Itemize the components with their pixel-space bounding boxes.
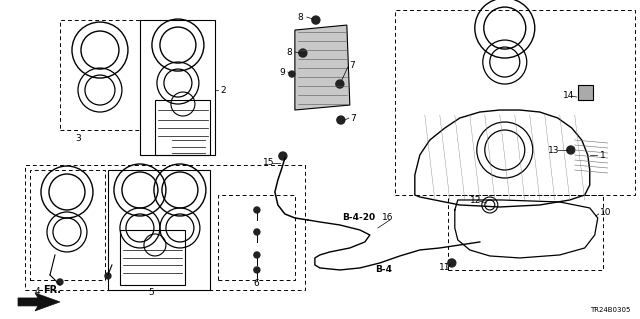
- Circle shape: [567, 146, 575, 154]
- Polygon shape: [295, 25, 350, 110]
- Text: 15: 15: [263, 159, 275, 167]
- Text: 1: 1: [600, 151, 605, 160]
- Bar: [120, 230, 185, 285]
- Circle shape: [254, 229, 260, 235]
- Text: 4: 4: [35, 287, 40, 296]
- Text: 9: 9: [279, 68, 285, 77]
- Circle shape: [299, 49, 307, 57]
- Polygon shape: [18, 293, 60, 311]
- Text: 11: 11: [439, 263, 451, 272]
- Text: 8: 8: [298, 12, 303, 22]
- Text: FR.: FR.: [43, 285, 61, 295]
- Text: 10: 10: [600, 209, 611, 218]
- Bar: [108, 170, 210, 290]
- Text: TR24B0305: TR24B0305: [589, 307, 630, 313]
- Bar: [578, 85, 593, 100]
- Bar: [448, 195, 603, 270]
- Circle shape: [289, 71, 295, 77]
- Circle shape: [105, 273, 111, 279]
- Text: 5: 5: [148, 288, 154, 297]
- Circle shape: [254, 252, 260, 258]
- Circle shape: [254, 207, 260, 213]
- Circle shape: [336, 80, 344, 88]
- Text: 7: 7: [349, 61, 355, 70]
- Circle shape: [279, 152, 287, 160]
- Text: 14: 14: [563, 91, 574, 100]
- Circle shape: [448, 259, 456, 267]
- Circle shape: [312, 16, 320, 24]
- Text: 6: 6: [253, 279, 259, 288]
- Text: 8: 8: [286, 48, 292, 56]
- Text: 12: 12: [470, 197, 481, 205]
- Text: 3: 3: [75, 134, 81, 143]
- Text: B-4-20: B-4-20: [342, 213, 375, 222]
- Text: B-4: B-4: [375, 265, 392, 274]
- Bar: [60, 20, 140, 130]
- Text: 2: 2: [220, 85, 225, 94]
- Bar: [30, 170, 105, 280]
- Text: 7: 7: [350, 114, 356, 122]
- Bar: [218, 195, 295, 280]
- Text: 16: 16: [382, 213, 394, 222]
- Circle shape: [254, 267, 260, 273]
- Bar: [140, 20, 215, 155]
- Bar: [25, 165, 305, 290]
- Text: 13: 13: [548, 145, 559, 154]
- Bar: [155, 100, 210, 155]
- Circle shape: [337, 116, 345, 124]
- Bar: [395, 10, 635, 195]
- Circle shape: [57, 279, 63, 285]
